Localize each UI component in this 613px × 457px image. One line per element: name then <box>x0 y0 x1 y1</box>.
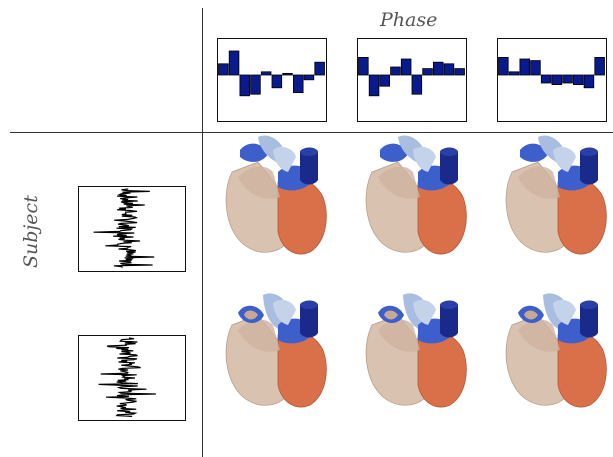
heart-render-front <box>358 132 478 261</box>
heart-render-open <box>498 285 613 414</box>
subject-code-signal-1 <box>93 188 155 268</box>
phase-code-box-1 <box>217 38 327 122</box>
phase-bar <box>540 74 552 84</box>
phase-bar <box>379 74 390 87</box>
phase-bar <box>368 74 380 97</box>
phase-bar <box>508 71 520 76</box>
phase-bar <box>443 63 455 76</box>
phase-bar <box>250 74 261 95</box>
phase-bar <box>228 50 240 76</box>
phase-code-box-2 <box>357 38 467 122</box>
phase-bar <box>271 74 283 89</box>
phase-bar <box>282 73 293 76</box>
phase-code-chart-2 <box>358 56 465 97</box>
phase-bar <box>390 66 401 76</box>
horizontal-divider <box>10 132 613 133</box>
phase-bar <box>218 63 229 76</box>
phase-bar <box>422 68 433 76</box>
phase-bar <box>400 58 412 76</box>
phase-bar <box>530 60 541 76</box>
phase-bar <box>519 58 530 76</box>
heart-render-front <box>218 132 338 261</box>
subject-code-box-1 <box>78 186 186 272</box>
phase-bar <box>594 56 605 76</box>
phase-bar <box>562 74 573 84</box>
phase-bar <box>583 74 595 89</box>
subject-signal-line <box>98 337 156 417</box>
phase-bar <box>293 74 304 94</box>
subject-code-box-2 <box>78 335 186 421</box>
heart-render-open <box>358 285 478 414</box>
phase-bar <box>411 74 423 95</box>
phase-code-box-3 <box>497 38 607 122</box>
vertical-divider <box>202 8 203 457</box>
phase-code-chart-1 <box>218 50 325 97</box>
subject-code-signal-2 <box>98 337 156 417</box>
phase-bar <box>433 61 444 76</box>
phase-bar <box>454 68 465 76</box>
phase-code-chart-3 <box>498 56 605 89</box>
phase-bar <box>573 74 584 86</box>
subject-label: Subject <box>20 195 42 268</box>
phase-bar <box>358 56 369 76</box>
phase-bar <box>498 56 509 76</box>
phase-bar <box>303 74 315 81</box>
phase-bar <box>314 61 325 76</box>
phase-bar <box>551 74 563 86</box>
subject-signal-line <box>93 188 155 268</box>
phase-bar <box>239 74 250 97</box>
heart-render-front <box>498 132 613 261</box>
phase-label: Phase <box>380 9 438 31</box>
heart-render-open <box>218 285 338 414</box>
phase-bar <box>260 71 272 76</box>
